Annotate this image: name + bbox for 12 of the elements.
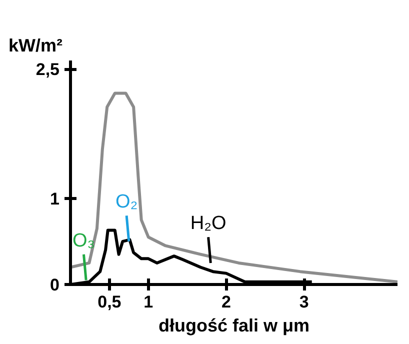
y-tick-label: 2,5 bbox=[36, 60, 60, 80]
annotation: H₂O bbox=[190, 213, 226, 234]
y-tick-label: 0 bbox=[50, 276, 60, 294]
y-tick-label: 1 bbox=[50, 189, 60, 208]
annotation: O₂ bbox=[115, 192, 138, 213]
x-tick-label: 3 bbox=[299, 292, 309, 312]
x-tick-label: 1 bbox=[144, 292, 154, 312]
annotation: O₃ bbox=[72, 230, 96, 252]
x-tick-label: 0,5 bbox=[98, 292, 122, 312]
x-tick-label: 2 bbox=[221, 292, 231, 312]
x-axis-title: długość fali w μm bbox=[158, 316, 310, 336]
y-axis-title: kW/m² bbox=[8, 36, 63, 56]
